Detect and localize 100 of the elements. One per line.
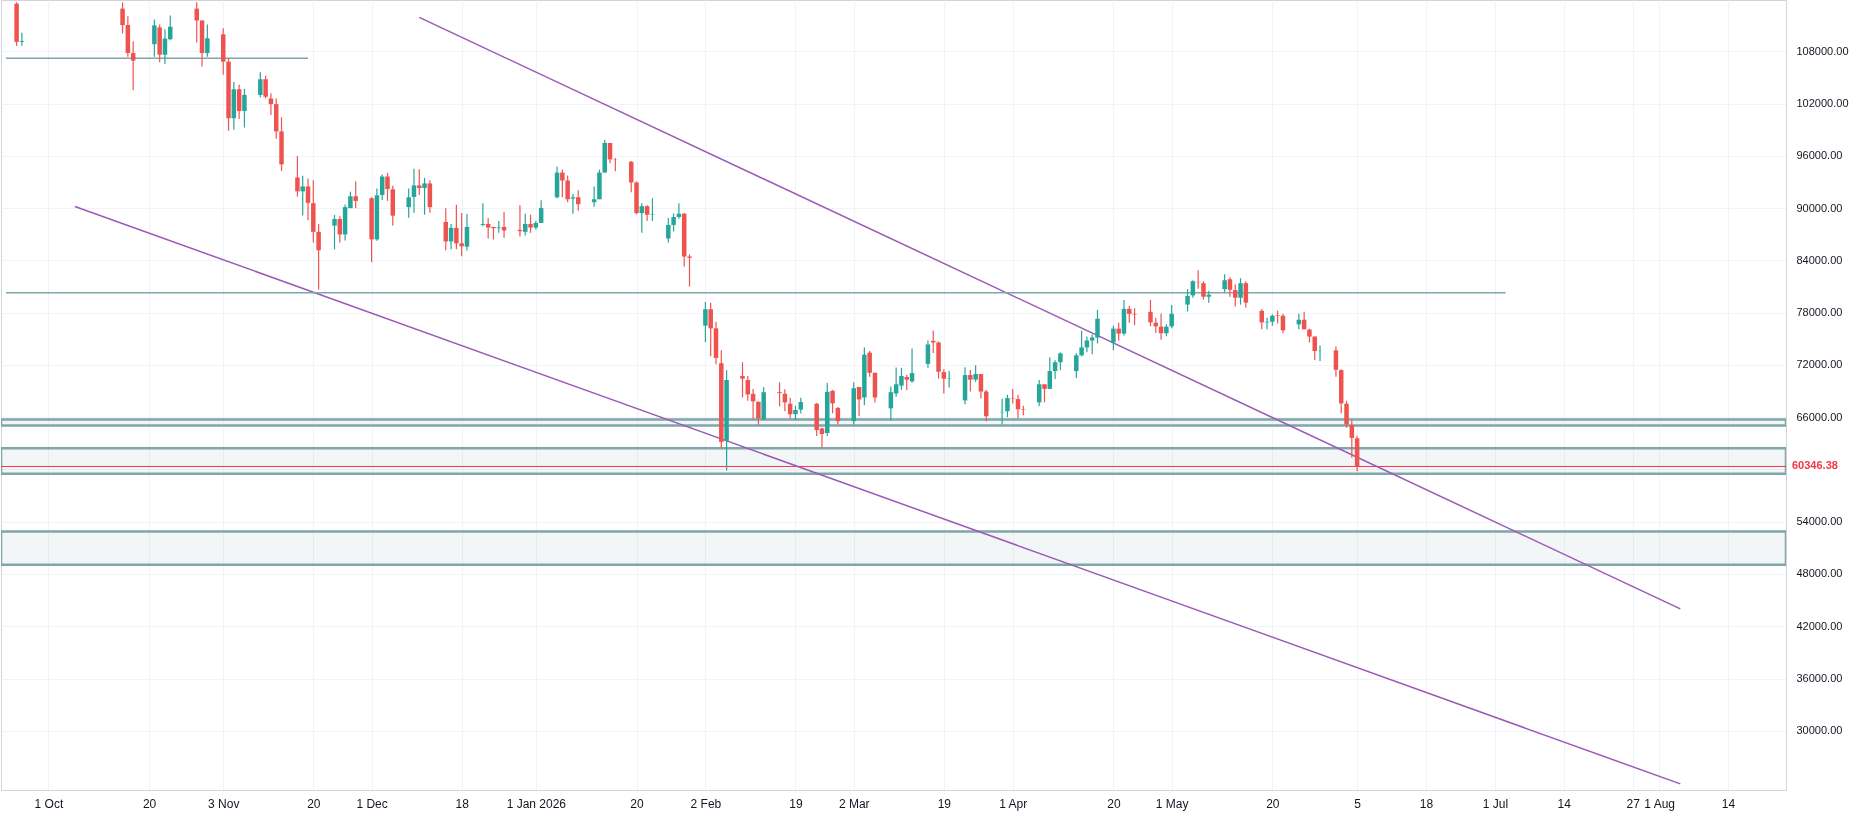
x-tick-label: 20 [1266, 796, 1280, 811]
candlestick [1042, 383, 1047, 403]
candlestick [560, 169, 565, 198]
y-tick-label: 48000.00 [1796, 567, 1843, 580]
candlestick [1185, 288, 1190, 313]
candlestick [666, 217, 671, 243]
candlestick [867, 350, 872, 378]
y-tick-label: 66000.00 [1796, 410, 1843, 423]
candlestick [703, 301, 708, 343]
candlestick [305, 177, 311, 221]
candlestick [236, 84, 242, 120]
candlestick [194, 1, 199, 44]
x-tick-label: 20 [1107, 796, 1121, 811]
candlestick [946, 370, 952, 389]
candlestick [1238, 277, 1243, 306]
candlestick [570, 193, 576, 215]
candlestick [427, 179, 433, 214]
x-tick-label: 2 Mar [838, 796, 870, 811]
candlestick [19, 32, 25, 47]
x-tick-label: 1 May [1155, 796, 1189, 811]
y-tick-label: 72000.00 [1796, 358, 1843, 371]
candlestick [1243, 280, 1249, 309]
candlestick [1349, 419, 1355, 459]
candlestick [523, 213, 528, 237]
candlestick [1005, 394, 1010, 418]
candlestick [1169, 304, 1174, 329]
candlestick [1333, 345, 1339, 378]
x-tick-label: 27 [1626, 796, 1641, 811]
candlestick [591, 185, 597, 208]
candlestick [417, 168, 422, 196]
candlestick [501, 211, 507, 239]
candlestick [565, 174, 570, 203]
candlestick [120, 1, 125, 34]
x-tick-label: 18 [1419, 796, 1434, 811]
candlestick [263, 75, 268, 100]
x-tick-label: 14 [1557, 796, 1572, 811]
x-tick-label: 18 [455, 796, 470, 811]
candlestick [538, 199, 544, 224]
candlestick [1111, 325, 1116, 351]
candlestick [406, 187, 411, 219]
candlestick [671, 212, 676, 233]
candlestick [168, 14, 173, 41]
candlestick [777, 381, 782, 407]
y-tick-label: 108000.00 [1796, 44, 1849, 57]
candlestick [1052, 359, 1058, 380]
candlestick [422, 177, 427, 216]
candlestick [258, 71, 263, 99]
candlestick [454, 204, 459, 250]
candlestick [968, 369, 973, 393]
x-tick-label: 19 [937, 796, 952, 811]
candlestick [708, 302, 713, 357]
candlestick [1095, 309, 1100, 345]
x-tick-label: 1 Jan 2026 [506, 796, 567, 811]
x-tick-label: 20 [142, 796, 157, 811]
candlestick [925, 339, 931, 369]
candlestick [316, 223, 321, 291]
candlestick [332, 214, 337, 250]
ref-line-label: 60346.38 [1792, 459, 1838, 472]
x-tick-label: 1 Aug [1644, 796, 1675, 811]
candlestick [740, 361, 745, 399]
x-tick-label: 1 Oct [34, 796, 64, 811]
y-tick-label: 96000.00 [1796, 149, 1843, 162]
candlestick [1201, 280, 1206, 301]
candlestick [575, 189, 581, 212]
candlestick [205, 23, 210, 58]
x-tick-label: 1 Apr [999, 796, 1028, 811]
candlestick [464, 213, 470, 252]
candlestick [130, 40, 136, 91]
candlestick [978, 373, 984, 400]
x-tick-label: 5 [1354, 796, 1362, 811]
y-tick-label: 84000.00 [1796, 253, 1843, 266]
candlestick [639, 202, 645, 234]
candlestick [1227, 276, 1233, 298]
x-tick-label: 2 Feb [690, 796, 722, 811]
candlestick [1079, 330, 1084, 357]
candlestick [650, 197, 655, 222]
candlestick [411, 168, 417, 214]
y-tick-label: 78000.00 [1796, 306, 1843, 319]
candlestick [528, 214, 533, 234]
y-tick-label: 90000.00 [1796, 201, 1843, 214]
candlestick [1317, 344, 1323, 362]
x-tick-label: 19 [789, 796, 803, 811]
y-tick-label: 42000.00 [1796, 619, 1843, 632]
candlestick [242, 88, 247, 129]
candlestick [152, 18, 157, 58]
y-tick-label: 102000.00 [1796, 97, 1849, 110]
x-tick-label: 3 Nov [208, 796, 240, 811]
candlestick [1259, 308, 1264, 330]
candlestick [1148, 299, 1153, 327]
candlestick [480, 202, 486, 227]
candlestick [385, 172, 390, 202]
y-tick-label: 30000.00 [1796, 724, 1843, 737]
y-tick-label: 36000.00 [1796, 672, 1843, 685]
candlestick [830, 389, 835, 414]
x-tick-label: 20 [630, 796, 645, 811]
candlestick [1074, 352, 1079, 379]
x-tick-label: 1 Jul [1482, 796, 1509, 811]
candlestick [1233, 283, 1238, 308]
x-tick-label: 20 [307, 796, 321, 811]
candlestick [295, 155, 300, 198]
